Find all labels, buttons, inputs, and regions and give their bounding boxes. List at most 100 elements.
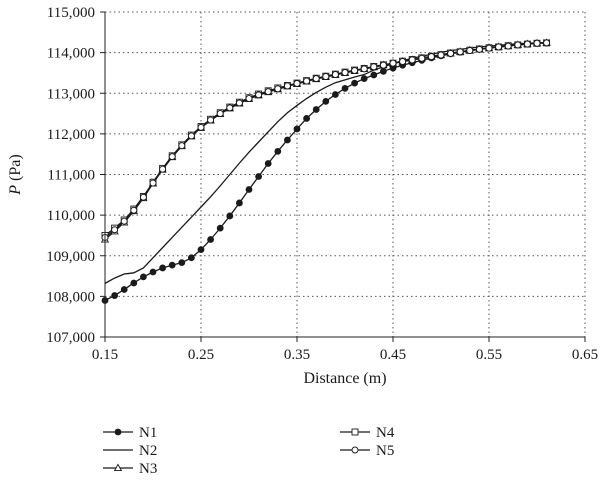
x-tick-label: 0.55 [476, 347, 502, 363]
data-point-n1 [370, 71, 378, 79]
x-tick-label: 0.35 [284, 347, 310, 363]
data-point-n1 [322, 97, 330, 105]
data-point-n5 [427, 53, 435, 61]
data-point-n1 [159, 264, 167, 272]
y-tick-label: 111,000 [47, 168, 95, 184]
data-point-n1 [149, 268, 157, 276]
data-point-n1 [245, 186, 253, 193]
legend-label-n5: N5 [376, 443, 394, 459]
data-point-n1 [331, 91, 339, 98]
y-axis-title: P (Pa) [7, 154, 24, 195]
data-point-n5 [293, 80, 301, 87]
data-point-n5 [523, 40, 531, 48]
data-point-n5 [437, 51, 445, 59]
y-tick-label: 115,000 [47, 5, 95, 21]
data-point-n1 [293, 125, 301, 133]
data-point-n5 [351, 67, 359, 74]
data-point-n5 [303, 77, 311, 85]
legend-marker-n1 [114, 428, 122, 436]
series-n3 [100, 38, 551, 243]
legend-item-n2: N2 [103, 443, 157, 459]
data-point-n5 [466, 47, 474, 55]
legend-marker-n4 [351, 428, 359, 436]
data-point-n1 [120, 286, 128, 293]
data-point-n1 [130, 279, 138, 287]
data-point-n1 [303, 115, 311, 122]
x-axis-title: Distance (m) [303, 370, 386, 387]
data-point-n5 [274, 85, 282, 93]
data-point-n5 [159, 165, 167, 173]
data-point-n5 [178, 142, 186, 150]
data-point-n1 [111, 292, 118, 299]
data-point-n5 [399, 58, 407, 66]
data-point-n1 [216, 224, 224, 232]
data-point-n5 [216, 110, 224, 118]
data-point-n1 [226, 212, 234, 220]
data-point-n5 [130, 206, 138, 214]
data-point-n5 [245, 95, 253, 102]
data-point-n5 [389, 59, 397, 67]
data-point-n5 [475, 45, 483, 53]
legend-item-n5: N5 [340, 443, 394, 459]
data-point-n5 [312, 75, 320, 83]
legend-label-n3: N3 [139, 461, 157, 477]
data-point-n5 [341, 69, 349, 76]
data-point-n1 [139, 273, 147, 281]
y-tick-label: 107,000 [46, 330, 95, 346]
data-point-n5 [456, 48, 464, 56]
y-tick-label: 108,000 [46, 289, 95, 305]
data-point-n5 [111, 226, 119, 234]
data-point-n1 [207, 236, 215, 243]
y-tick-label: 114,000 [47, 46, 95, 62]
y-tick-label: 112,000 [47, 127, 95, 143]
data-point-n5 [187, 132, 195, 140]
data-point-n5 [322, 73, 330, 81]
x-tick-label: 0.25 [188, 347, 214, 363]
data-point-n1 [178, 259, 186, 267]
data-point-n5 [149, 179, 157, 187]
data-point-n5 [379, 61, 387, 69]
data-point-n1 [197, 246, 205, 254]
series-line-n5 [104, 42, 547, 238]
legend-label-n2: N2 [139, 443, 157, 459]
data-point-n1 [264, 160, 272, 167]
data-point-n1 [255, 173, 263, 180]
legend-item-n1: N1 [103, 425, 157, 441]
legend-label-n4: N4 [376, 425, 395, 441]
data-point-n1 [168, 261, 176, 269]
legend-marker-n3 [113, 463, 123, 472]
data-point-n5 [495, 43, 503, 51]
data-point-n5 [235, 99, 243, 107]
data-point-n5 [370, 63, 378, 71]
data-point-n1 [351, 79, 359, 87]
y-tick-label: 113,000 [47, 86, 95, 102]
data-point-n1 [341, 84, 349, 92]
y-axis-title-unit: (Pa) [7, 154, 24, 185]
series-n4 [101, 39, 551, 239]
grid [105, 11, 586, 337]
data-point-n1 [312, 106, 320, 113]
data-point-n5 [447, 49, 455, 57]
data-point-n5 [331, 71, 339, 79]
x-tick-label: 0.15 [92, 347, 118, 363]
data-point-n5 [255, 91, 263, 99]
data-point-n5 [226, 104, 234, 112]
plot-series [100, 38, 551, 304]
y-tick-label: 109,000 [46, 249, 95, 265]
data-point-n5 [120, 217, 128, 225]
y-axis-title-symbol: P [7, 185, 24, 196]
data-point-n5 [418, 54, 426, 62]
axes: 0.15 0.25 0.35 0.45 0.55 0.65 107,000 108,000 10… [46, 5, 598, 363]
data-point-n1 [379, 67, 387, 75]
series-line-n3 [104, 42, 547, 240]
data-point-n5 [533, 39, 541, 47]
data-point-n1 [360, 75, 368, 83]
legend: N1 N2 N3 N4 N5 [103, 425, 395, 477]
data-point-n5 [504, 42, 512, 50]
data-point-n1 [283, 136, 291, 144]
data-point-n5 [360, 65, 368, 73]
data-point-n1 [187, 254, 195, 262]
data-point-n5 [264, 88, 272, 96]
x-tick-label: 0.45 [380, 347, 406, 363]
data-point-n5 [139, 193, 147, 201]
